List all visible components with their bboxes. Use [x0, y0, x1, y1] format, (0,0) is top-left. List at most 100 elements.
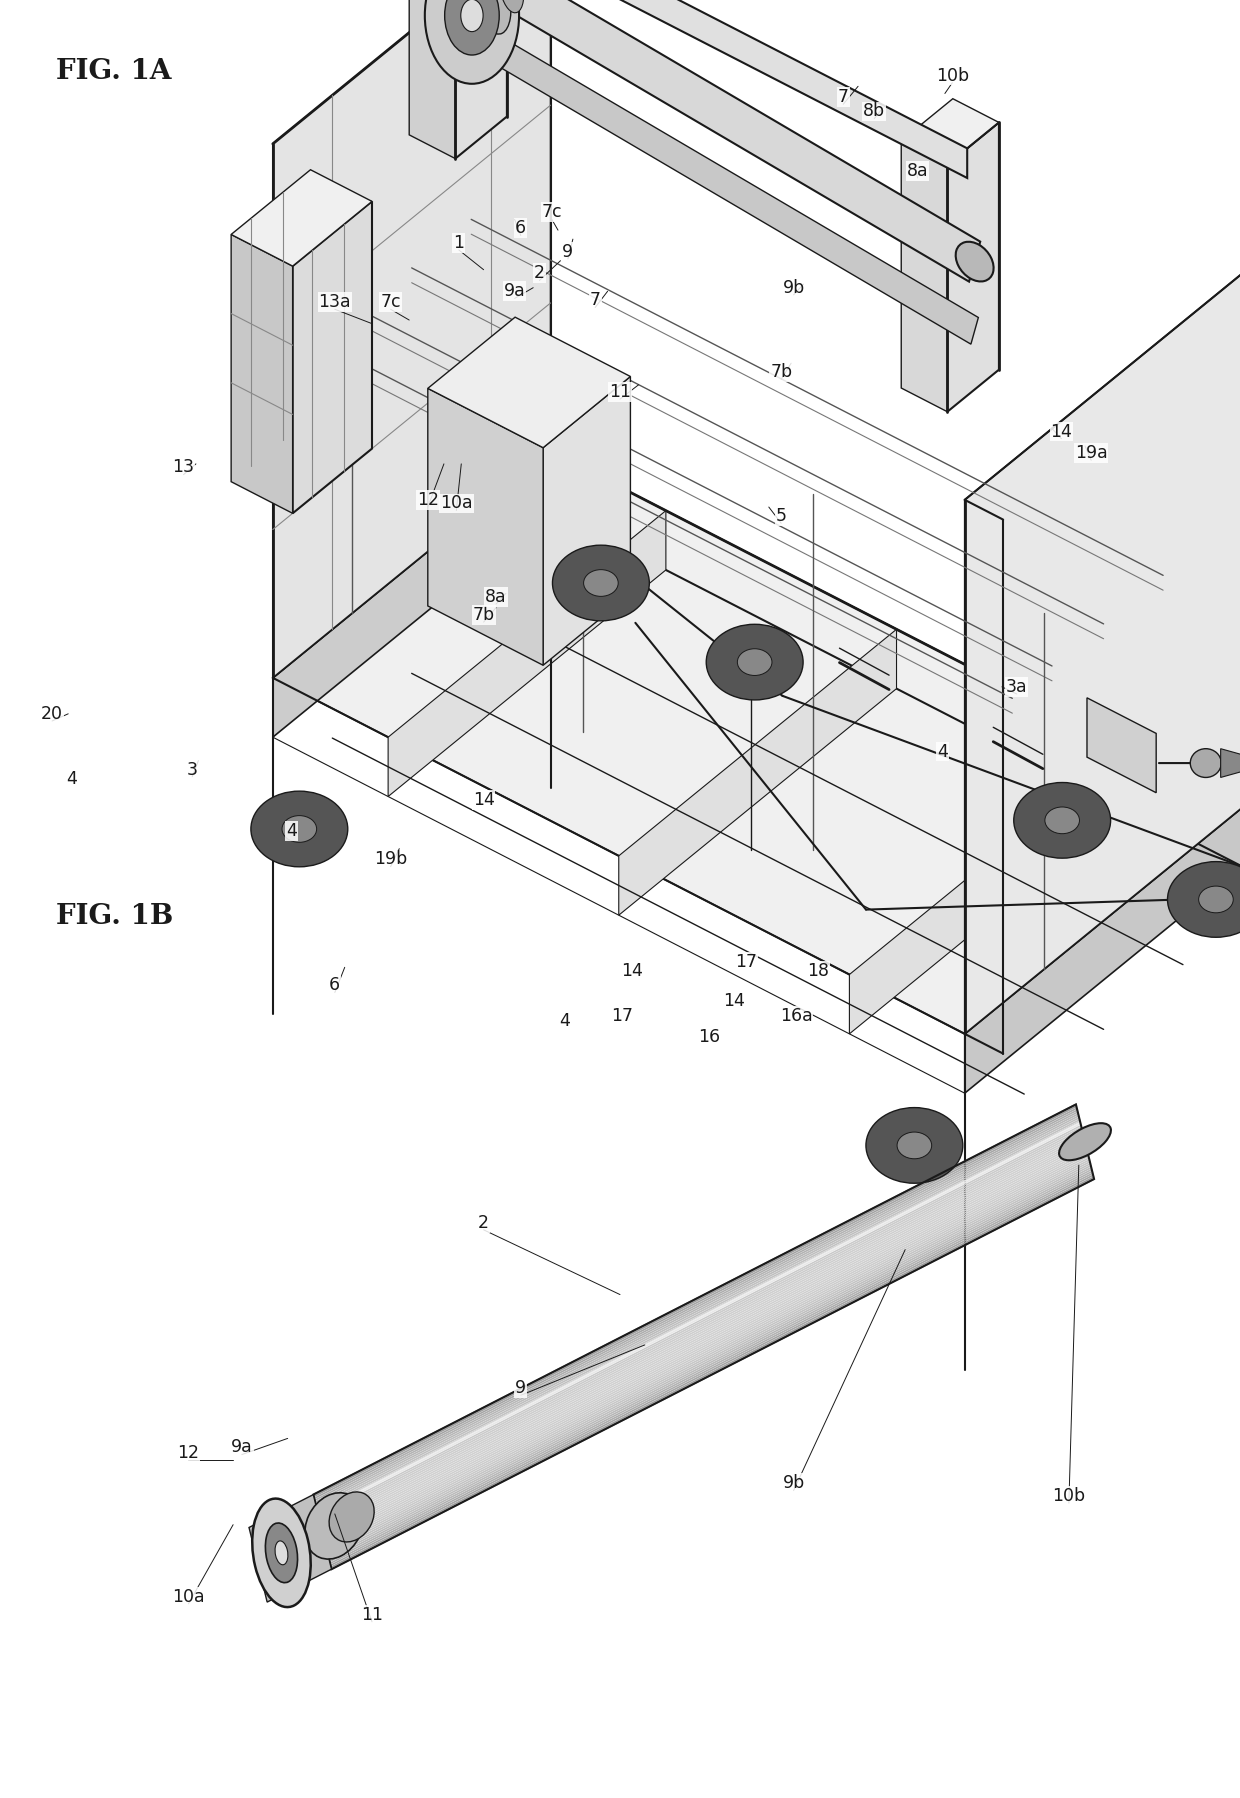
Text: 12: 12: [417, 491, 439, 509]
Text: 8b: 8b: [863, 102, 885, 120]
Text: FIG. 1A: FIG. 1A: [56, 58, 171, 85]
Text: 5: 5: [776, 507, 786, 525]
Circle shape: [425, 0, 520, 85]
Text: 7: 7: [590, 291, 600, 309]
Text: 4: 4: [286, 822, 296, 840]
Ellipse shape: [1199, 886, 1234, 913]
Ellipse shape: [250, 791, 347, 867]
Ellipse shape: [738, 649, 773, 676]
Text: 11: 11: [609, 383, 631, 401]
Ellipse shape: [275, 1541, 288, 1564]
Polygon shape: [409, 0, 455, 158]
Polygon shape: [273, 0, 551, 678]
Ellipse shape: [956, 241, 993, 282]
Text: 10a: 10a: [172, 1588, 205, 1606]
Text: 2: 2: [534, 264, 544, 282]
Text: 7c: 7c: [381, 293, 401, 311]
Polygon shape: [901, 140, 947, 412]
Polygon shape: [965, 273, 1240, 1034]
Text: 16: 16: [698, 1028, 720, 1046]
Polygon shape: [428, 316, 630, 448]
Ellipse shape: [1168, 861, 1240, 937]
Text: 18: 18: [807, 962, 830, 980]
Polygon shape: [965, 807, 1240, 1093]
Text: 14: 14: [1050, 423, 1073, 441]
Ellipse shape: [500, 0, 523, 13]
Polygon shape: [273, 451, 1240, 1034]
Ellipse shape: [329, 1492, 374, 1543]
Polygon shape: [543, 376, 630, 665]
Polygon shape: [388, 511, 666, 797]
Text: 10a: 10a: [440, 494, 472, 512]
Polygon shape: [231, 169, 372, 266]
Text: 4: 4: [559, 1012, 569, 1030]
Text: 9b: 9b: [782, 1474, 805, 1492]
Text: 13a: 13a: [319, 293, 351, 311]
Text: 13: 13: [172, 458, 195, 476]
Polygon shape: [1087, 698, 1156, 793]
Ellipse shape: [866, 1108, 962, 1183]
Text: 14: 14: [621, 962, 644, 980]
Text: 8a: 8a: [906, 162, 929, 180]
Text: 9: 9: [563, 243, 573, 261]
Ellipse shape: [281, 816, 316, 841]
Text: 7: 7: [838, 88, 848, 106]
Text: 17: 17: [611, 1007, 634, 1025]
Polygon shape: [475, 0, 967, 178]
Text: 2: 2: [479, 1214, 489, 1232]
Polygon shape: [619, 629, 897, 915]
Text: 8a: 8a: [485, 588, 507, 606]
Text: 9b: 9b: [782, 279, 805, 297]
Text: 7c: 7c: [542, 203, 562, 221]
Polygon shape: [889, 674, 911, 703]
Ellipse shape: [477, 0, 511, 34]
Ellipse shape: [1045, 807, 1080, 834]
Ellipse shape: [305, 1492, 363, 1559]
Text: FIG. 1B: FIG. 1B: [56, 903, 174, 930]
Polygon shape: [231, 234, 293, 514]
Ellipse shape: [1190, 748, 1221, 777]
Ellipse shape: [265, 1523, 298, 1582]
Polygon shape: [1220, 748, 1240, 777]
Polygon shape: [1043, 755, 1065, 784]
Text: 9: 9: [516, 1379, 526, 1397]
Text: 14: 14: [472, 791, 495, 809]
Text: 9a: 9a: [503, 282, 526, 300]
Ellipse shape: [1014, 782, 1111, 858]
Polygon shape: [469, 22, 978, 343]
Text: 14: 14: [723, 992, 745, 1010]
Circle shape: [461, 0, 484, 32]
Text: 4: 4: [937, 743, 947, 761]
Text: 4: 4: [67, 770, 77, 788]
Ellipse shape: [584, 570, 619, 597]
Text: 9a: 9a: [231, 1438, 253, 1456]
Text: 20: 20: [41, 705, 63, 723]
Text: 10b: 10b: [1053, 1487, 1085, 1505]
Text: 19b: 19b: [374, 850, 407, 868]
Ellipse shape: [707, 624, 804, 699]
Polygon shape: [901, 99, 999, 165]
Text: 16a: 16a: [780, 1007, 812, 1025]
Text: 17: 17: [735, 953, 758, 971]
Text: 6: 6: [516, 219, 526, 237]
Polygon shape: [428, 388, 543, 665]
Text: 1: 1: [454, 234, 464, 252]
Text: 6: 6: [330, 976, 340, 994]
Text: 12: 12: [177, 1444, 200, 1462]
Ellipse shape: [553, 545, 650, 620]
Ellipse shape: [897, 1133, 931, 1158]
Polygon shape: [455, 0, 507, 158]
Text: 3: 3: [187, 761, 197, 779]
Ellipse shape: [1059, 1124, 1111, 1160]
Text: 7b: 7b: [770, 363, 792, 381]
Polygon shape: [947, 122, 999, 412]
Polygon shape: [249, 1494, 331, 1602]
Text: 11: 11: [361, 1606, 383, 1624]
Text: 19a: 19a: [1075, 444, 1107, 462]
Polygon shape: [293, 201, 372, 514]
Ellipse shape: [252, 1498, 311, 1607]
Polygon shape: [849, 748, 1127, 1034]
Polygon shape: [551, 451, 1240, 867]
Circle shape: [445, 0, 500, 56]
Text: 3a: 3a: [1006, 678, 1028, 696]
